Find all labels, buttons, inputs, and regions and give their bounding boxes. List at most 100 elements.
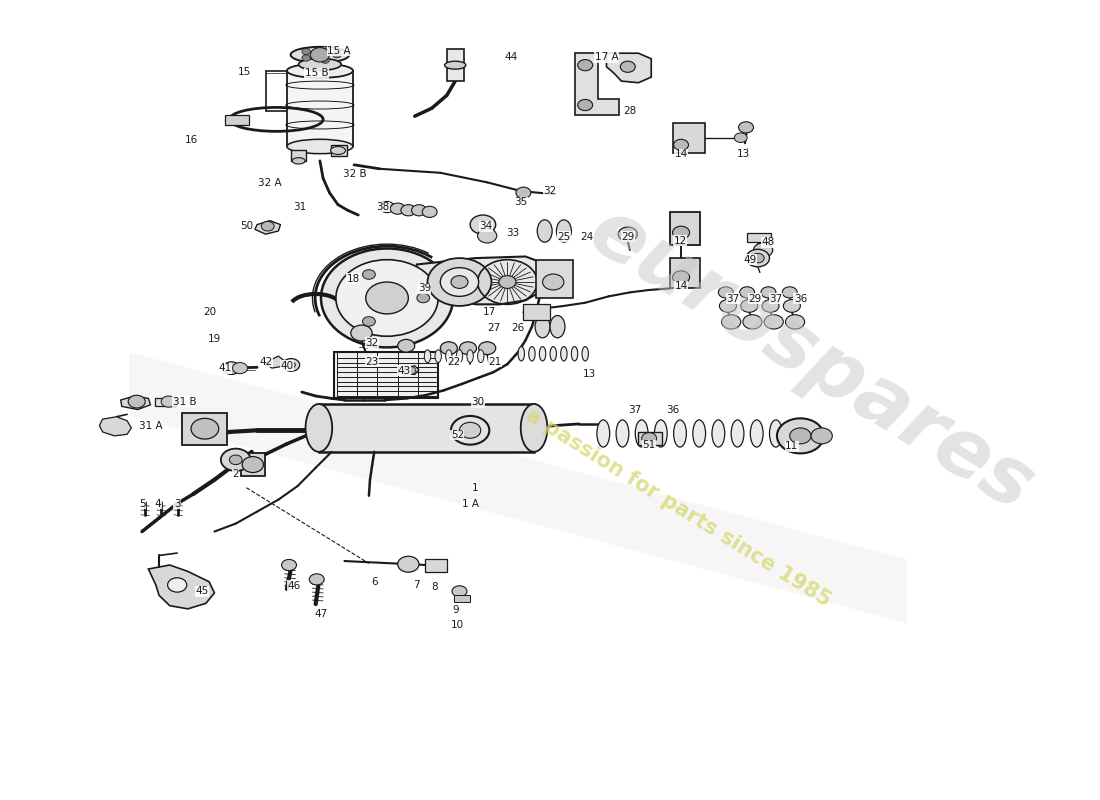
Text: 35: 35	[515, 198, 528, 207]
Text: 31 B: 31 B	[173, 397, 197, 406]
Circle shape	[516, 187, 531, 198]
Text: 39: 39	[418, 283, 431, 294]
Circle shape	[301, 55, 310, 62]
Circle shape	[620, 61, 636, 72]
Circle shape	[336, 260, 438, 336]
Bar	[454, 594, 470, 602]
Circle shape	[740, 299, 758, 312]
Circle shape	[223, 362, 240, 374]
Bar	[183, 413, 228, 445]
Circle shape	[578, 59, 593, 70]
Circle shape	[672, 271, 690, 284]
Ellipse shape	[287, 139, 353, 154]
Circle shape	[542, 274, 564, 290]
Circle shape	[390, 203, 405, 214]
Text: 15 A: 15 A	[328, 46, 351, 56]
Bar	[241, 454, 264, 476]
Circle shape	[477, 229, 497, 243]
Text: 4: 4	[155, 498, 162, 509]
Polygon shape	[255, 221, 280, 234]
Text: 33: 33	[506, 227, 519, 238]
Text: 7: 7	[414, 580, 420, 590]
Circle shape	[405, 366, 416, 374]
Bar	[292, 150, 306, 161]
Text: 37: 37	[769, 294, 782, 304]
Text: 20: 20	[204, 307, 217, 318]
Ellipse shape	[425, 350, 431, 362]
Text: 9: 9	[452, 605, 459, 614]
Circle shape	[398, 339, 415, 352]
Circle shape	[301, 48, 310, 54]
Ellipse shape	[290, 47, 349, 62]
Text: 47: 47	[315, 609, 328, 618]
Text: 37: 37	[628, 405, 642, 414]
Text: a passion for parts since 1985: a passion for parts since 1985	[521, 405, 834, 610]
Text: 43: 43	[397, 366, 410, 375]
Text: 46: 46	[288, 581, 301, 590]
Ellipse shape	[582, 346, 588, 361]
Circle shape	[230, 455, 242, 465]
Ellipse shape	[550, 315, 565, 338]
Ellipse shape	[331, 146, 345, 154]
Text: 30: 30	[471, 398, 484, 407]
Circle shape	[321, 46, 330, 53]
Circle shape	[309, 574, 324, 585]
Circle shape	[673, 139, 689, 150]
Text: 29: 29	[748, 294, 761, 304]
Ellipse shape	[456, 350, 463, 362]
Text: 32: 32	[365, 338, 378, 347]
Text: 2: 2	[232, 469, 239, 479]
Text: 8: 8	[431, 582, 438, 592]
Text: 15: 15	[238, 66, 251, 77]
Text: 14: 14	[674, 281, 688, 291]
Circle shape	[440, 342, 458, 354]
Bar	[670, 212, 701, 246]
Text: 37: 37	[727, 294, 740, 304]
Circle shape	[719, 299, 737, 312]
Text: 1: 1	[472, 482, 478, 493]
Ellipse shape	[597, 420, 609, 447]
Text: 22: 22	[448, 357, 461, 366]
Circle shape	[379, 202, 395, 213]
Ellipse shape	[636, 420, 648, 447]
Circle shape	[398, 556, 419, 572]
Bar	[670, 258, 701, 288]
Text: 29: 29	[621, 231, 635, 242]
Bar	[287, 70, 353, 146]
Circle shape	[777, 418, 824, 454]
Circle shape	[742, 314, 762, 329]
Circle shape	[460, 342, 476, 354]
Circle shape	[578, 99, 593, 110]
Circle shape	[282, 559, 297, 570]
Text: 10: 10	[451, 620, 464, 630]
Text: 14: 14	[674, 150, 688, 159]
Text: 21: 21	[488, 357, 502, 366]
Text: 51: 51	[642, 441, 656, 450]
Circle shape	[754, 243, 772, 258]
Ellipse shape	[550, 346, 557, 361]
Circle shape	[351, 325, 372, 341]
Circle shape	[785, 314, 804, 329]
Circle shape	[722, 314, 740, 329]
Circle shape	[283, 358, 299, 371]
Ellipse shape	[293, 158, 305, 164]
Text: 12: 12	[673, 235, 686, 246]
Circle shape	[321, 249, 453, 347]
Ellipse shape	[520, 404, 548, 452]
Circle shape	[242, 457, 264, 473]
Text: 26: 26	[512, 323, 525, 334]
Text: 3: 3	[174, 498, 180, 509]
Ellipse shape	[770, 420, 782, 447]
Ellipse shape	[561, 346, 568, 361]
Circle shape	[363, 317, 375, 326]
Circle shape	[764, 314, 783, 329]
Ellipse shape	[434, 350, 441, 362]
Text: 16: 16	[185, 135, 198, 145]
Circle shape	[451, 276, 468, 288]
Bar	[747, 233, 771, 242]
Circle shape	[262, 222, 274, 231]
Ellipse shape	[446, 350, 452, 362]
Bar	[672, 122, 704, 153]
Text: 44: 44	[504, 52, 517, 62]
Text: 15 B: 15 B	[305, 68, 329, 78]
